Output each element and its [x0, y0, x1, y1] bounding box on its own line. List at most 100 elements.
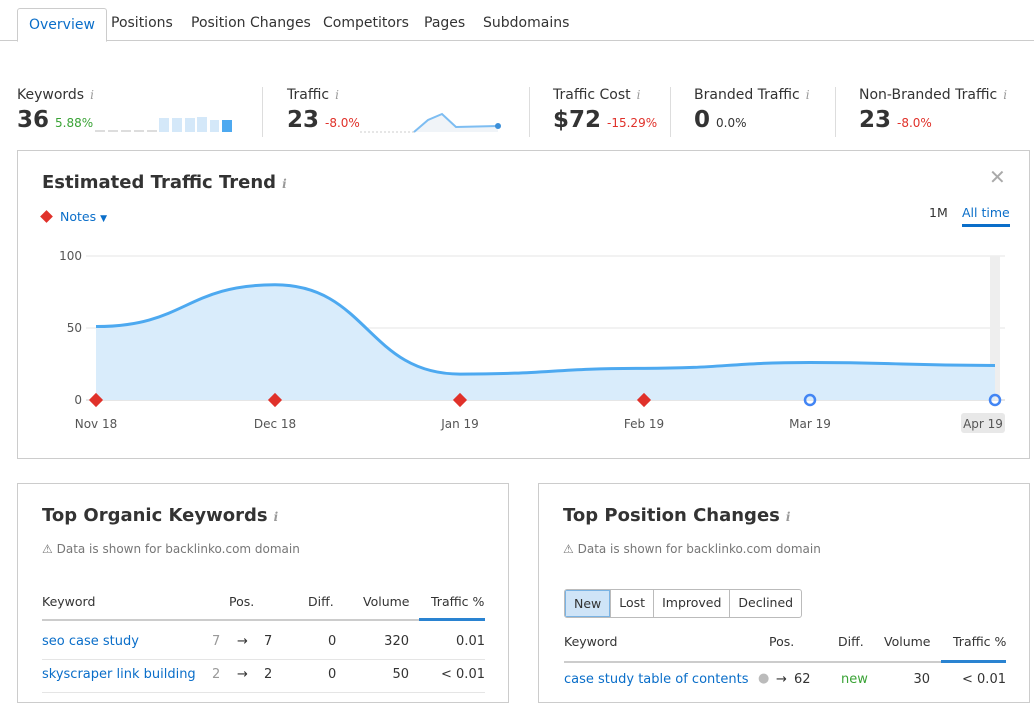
- traffic-trend-card: Estimated Traffic Trend i ✕ Notes ▼ 1M Al…: [17, 150, 1030, 459]
- keyword-link[interactable]: seo case study: [42, 634, 139, 649]
- notes-label: Notes: [60, 209, 97, 224]
- close-icon[interactable]: ✕: [989, 165, 1006, 189]
- arrow-right-icon: →: [237, 634, 248, 649]
- table-row: seo case study 7 → 7 0 320 0.01: [42, 627, 485, 660]
- keyword-link[interactable]: case study table of contents: [564, 672, 749, 687]
- metric-non-branded-traffic[interactable]: Non-Branded Traffic i 23 -8.0%: [859, 87, 1007, 133]
- metric-value: $72: [553, 107, 602, 133]
- keyword-link[interactable]: skyscraper link building: [42, 667, 196, 682]
- col-volume[interactable]: Volume: [363, 594, 410, 609]
- table-row: case study table of contents ● → 62 new …: [564, 667, 1006, 697]
- tab-overview[interactable]: Overview: [17, 8, 107, 42]
- metric-label: Traffic: [287, 87, 330, 103]
- metric-keywords[interactable]: Keywords i 36 5.88%: [17, 87, 94, 133]
- metric-label: Traffic Cost: [553, 87, 631, 103]
- x-label-highlight: [961, 413, 1005, 433]
- arrow-right-icon: →: [776, 672, 787, 687]
- warning-icon: ⚠: [563, 542, 574, 556]
- card-title: Top Position Changes: [563, 505, 780, 526]
- metric-change: -8.0%: [897, 116, 932, 130]
- caret-down-icon: ▼: [100, 214, 108, 224]
- metric-value: 23: [287, 107, 320, 133]
- info-icon[interactable]: i: [636, 88, 641, 102]
- pos: 62: [794, 672, 811, 687]
- col-pos[interactable]: Pos.: [229, 594, 255, 609]
- notice: Data is shown for backlinko.com domain: [577, 542, 821, 556]
- volume: 30: [913, 672, 930, 687]
- col-traffic[interactable]: Traffic %: [431, 594, 485, 609]
- x-tick-label: Mar 19: [789, 417, 831, 431]
- pos: 2: [264, 667, 273, 682]
- col-volume[interactable]: Volume: [884, 634, 931, 649]
- y-tick-label: 0: [74, 393, 82, 407]
- metric-value: 0: [694, 107, 711, 133]
- metric-change: -8.0%: [325, 116, 360, 130]
- notice: Data is shown for backlinko.com domain: [56, 542, 300, 556]
- info-icon[interactable]: i: [282, 177, 287, 191]
- y-tick-label: 50: [67, 321, 82, 335]
- range-1m[interactable]: 1M: [929, 205, 948, 220]
- top-organic-keywords-card: Top Organic Keywords i ⚠ Data is shown fo…: [17, 483, 509, 703]
- traffic-sparkline: [360, 112, 501, 133]
- col-keyword[interactable]: Keyword: [42, 594, 96, 609]
- prev-pos: 2: [212, 667, 221, 682]
- diff: 0: [328, 634, 337, 649]
- keywords-sparkline: [95, 117, 232, 132]
- volume: 50: [392, 667, 409, 682]
- range-all-time[interactable]: All time: [962, 205, 1010, 227]
- metric-value: 36: [17, 107, 50, 133]
- x-tick-label: Nov 18: [75, 417, 118, 431]
- volume: 320: [384, 634, 409, 649]
- metric-change: 5.88%: [55, 116, 94, 130]
- traffic-trend-chart: 0 50 100 Nov 18 Dec 18 Jan 19 Feb 19 Mar 19 Apr …: [59, 249, 1005, 433]
- x-tick-label: Dec 18: [254, 417, 296, 431]
- metric-value: 23: [859, 107, 892, 133]
- info-icon[interactable]: i: [805, 88, 810, 102]
- filter-group: New Lost Improved Declined: [564, 589, 803, 618]
- notes-dropdown[interactable]: Notes ▼: [40, 209, 108, 224]
- series-line: [95, 283, 996, 376]
- card-title: Estimated Traffic Trend: [42, 172, 277, 193]
- metric-label: Non-Branded Traffic: [859, 87, 998, 103]
- note-marker-icon: [88, 392, 104, 408]
- dot-icon: ●: [758, 671, 770, 686]
- metric-traffic-cost[interactable]: Traffic Cost i $72 -15.29%: [553, 87, 657, 133]
- filter-improved[interactable]: Improved: [653, 590, 729, 617]
- col-traffic[interactable]: Traffic %: [953, 634, 1007, 649]
- filter-new[interactable]: New: [565, 590, 611, 617]
- note-marker-icon: [636, 392, 652, 408]
- table-row: skyscraper link building 2 → 2 0 50 < 0.…: [42, 660, 485, 693]
- traffic: 0.01: [456, 634, 485, 649]
- tab-subdomains[interactable]: Subdomains: [483, 15, 570, 31]
- prev-pos: 7: [212, 634, 221, 649]
- traffic: < 0.01: [441, 667, 485, 682]
- info-icon[interactable]: i: [90, 88, 94, 102]
- note-marker-icon: [452, 392, 468, 408]
- col-keyword[interactable]: Keyword: [564, 634, 618, 649]
- metric-label: Branded Traffic: [694, 87, 800, 103]
- col-pos[interactable]: Pos.: [769, 634, 795, 649]
- traffic: < 0.01: [962, 672, 1006, 687]
- info-icon[interactable]: i: [1003, 88, 1008, 102]
- filter-lost[interactable]: Lost: [610, 590, 653, 617]
- google-update-icon: [988, 393, 1002, 407]
- tab-positions[interactable]: Positions: [111, 15, 173, 31]
- tab-position-changes[interactable]: Position Changes: [191, 15, 311, 31]
- metric-traffic[interactable]: Traffic i 23 -8.0%: [287, 87, 360, 133]
- col-diff[interactable]: Diff.: [838, 634, 864, 649]
- filter-declined[interactable]: Declined: [729, 590, 801, 617]
- info-icon[interactable]: i: [273, 510, 279, 524]
- info-icon[interactable]: i: [335, 88, 339, 102]
- metric-branded-traffic[interactable]: Branded Traffic i 0 0.0%: [694, 87, 810, 133]
- pos: 7: [264, 634, 273, 649]
- tab-competitors[interactable]: Competitors: [323, 15, 409, 31]
- tab-bar: Overview Positions Position Changes Comp…: [0, 0, 1034, 42]
- metric-label: Keywords: [17, 87, 85, 103]
- metric-change: 0.0%: [716, 116, 747, 130]
- diff: 0: [328, 667, 337, 682]
- info-icon[interactable]: i: [785, 510, 791, 524]
- note-marker-icon: [267, 392, 283, 408]
- col-diff[interactable]: Diff.: [308, 594, 334, 609]
- tab-pages[interactable]: Pages: [424, 15, 466, 31]
- card-title: Top Organic Keywords: [42, 505, 268, 526]
